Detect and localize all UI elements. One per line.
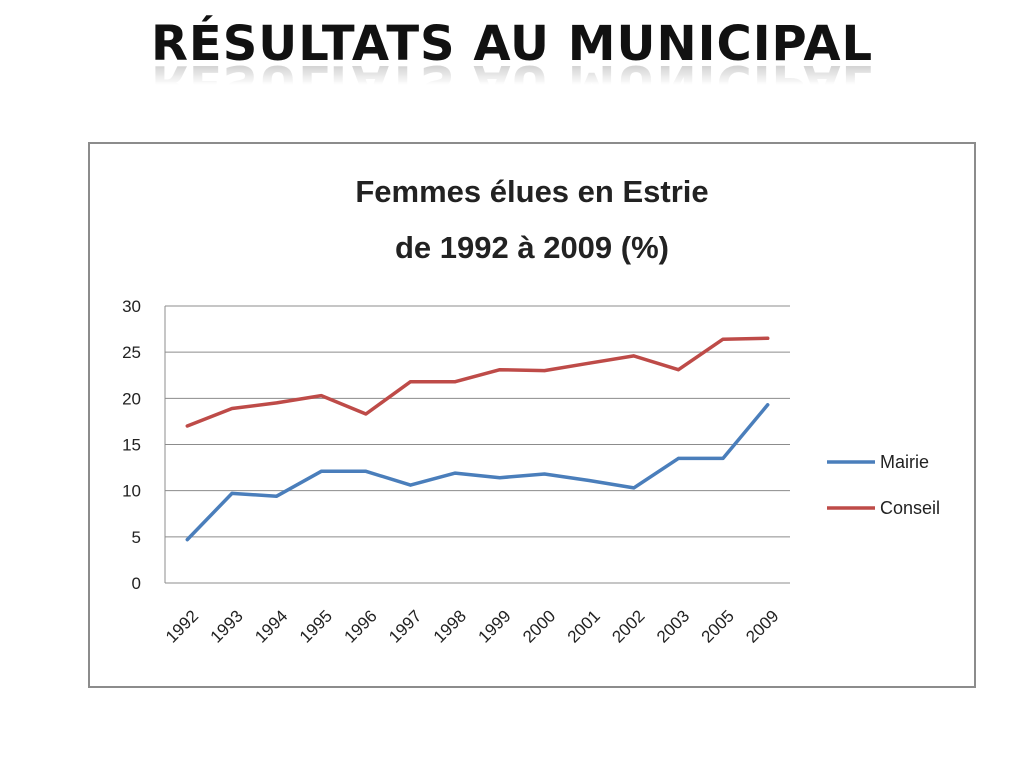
chart-frame: Femmes élues en Estrie de 1992 à 2009 (%… <box>88 142 976 688</box>
chart-title-line-2: de 1992 à 2009 (%) <box>395 230 669 265</box>
gridlines <box>164 305 790 584</box>
data-point-mairie <box>230 491 234 495</box>
y-axis-ticks: 0 5 10 15 20 25 30 <box>122 297 141 593</box>
data-point-conseil <box>632 354 636 358</box>
x-tick-label: 1992 <box>162 606 202 646</box>
data-point-mairie <box>364 469 368 473</box>
data-point-mairie <box>587 479 591 483</box>
data-point-conseil <box>275 401 279 405</box>
x-tick-label: 2001 <box>564 606 604 646</box>
legend-label-mairie: Mairie <box>880 452 929 472</box>
data-point-conseil <box>721 337 725 341</box>
data-point-mairie <box>498 476 502 480</box>
data-point-conseil <box>185 424 189 428</box>
y-tick-label: 25 <box>122 343 141 362</box>
y-tick-label: 20 <box>122 389 141 408</box>
data-point-mairie <box>542 472 546 476</box>
x-tick-label: 2009 <box>742 606 782 646</box>
series-line-conseil <box>185 336 770 428</box>
slide-title-area: RÉSULTATS AU MUNICIPAL RÉSULTATS AU MUNI… <box>0 14 1024 114</box>
series-lines <box>185 336 770 542</box>
x-tick-label: 1995 <box>296 606 336 646</box>
y-tick-label: 0 <box>132 574 141 593</box>
data-point-mairie <box>409 483 413 487</box>
data-point-conseil <box>319 394 323 398</box>
data-point-mairie <box>275 494 279 498</box>
data-point-conseil <box>676 368 680 372</box>
x-tick-label: 1999 <box>474 606 514 646</box>
slide-title-reflection: RÉSULTATS AU MUNICIPAL <box>150 54 874 110</box>
data-point-conseil <box>587 361 591 365</box>
line-chart: Femmes élues en Estrie de 1992 à 2009 (%… <box>122 174 940 647</box>
y-tick-label: 30 <box>122 297 141 316</box>
x-tick-label: 1997 <box>385 606 425 646</box>
data-point-conseil <box>230 406 234 410</box>
data-point-mairie <box>185 538 189 542</box>
chart-title-line-1: Femmes élues en Estrie <box>355 174 708 209</box>
y-tick-label: 15 <box>122 436 141 455</box>
data-point-mairie <box>766 403 770 407</box>
data-point-conseil <box>542 369 546 373</box>
data-point-mairie <box>319 469 323 473</box>
x-tick-label: 2000 <box>519 606 559 646</box>
x-tick-label: 1994 <box>251 606 291 646</box>
data-point-mairie <box>632 486 636 490</box>
data-point-conseil <box>364 412 368 416</box>
y-tick-label: 10 <box>122 482 141 501</box>
x-tick-label: 1996 <box>341 606 381 646</box>
x-tick-label: 2005 <box>698 606 738 646</box>
x-tick-label: 1993 <box>207 606 247 646</box>
x-tick-label: 2002 <box>608 606 648 646</box>
x-axis-ticks: 1992 1993 1994 1995 1996 1997 1998 1999 2000 2001… <box>162 606 783 646</box>
data-point-mairie <box>453 471 457 475</box>
data-point-conseil <box>453 380 457 384</box>
data-point-mairie <box>721 456 725 460</box>
x-tick-label: 2003 <box>653 606 693 646</box>
data-point-conseil <box>409 380 413 384</box>
legend: Mairie Conseil <box>827 452 940 518</box>
y-tick-label: 5 <box>132 528 141 547</box>
legend-label-conseil: Conseil <box>880 498 940 518</box>
x-tick-label: 1998 <box>430 606 470 646</box>
series-line-mairie <box>185 403 770 542</box>
data-point-conseil <box>498 368 502 372</box>
data-point-conseil <box>766 336 770 340</box>
slide-title: RÉSULTATS AU MUNICIPAL <box>150 16 874 72</box>
data-point-mairie <box>676 456 680 460</box>
